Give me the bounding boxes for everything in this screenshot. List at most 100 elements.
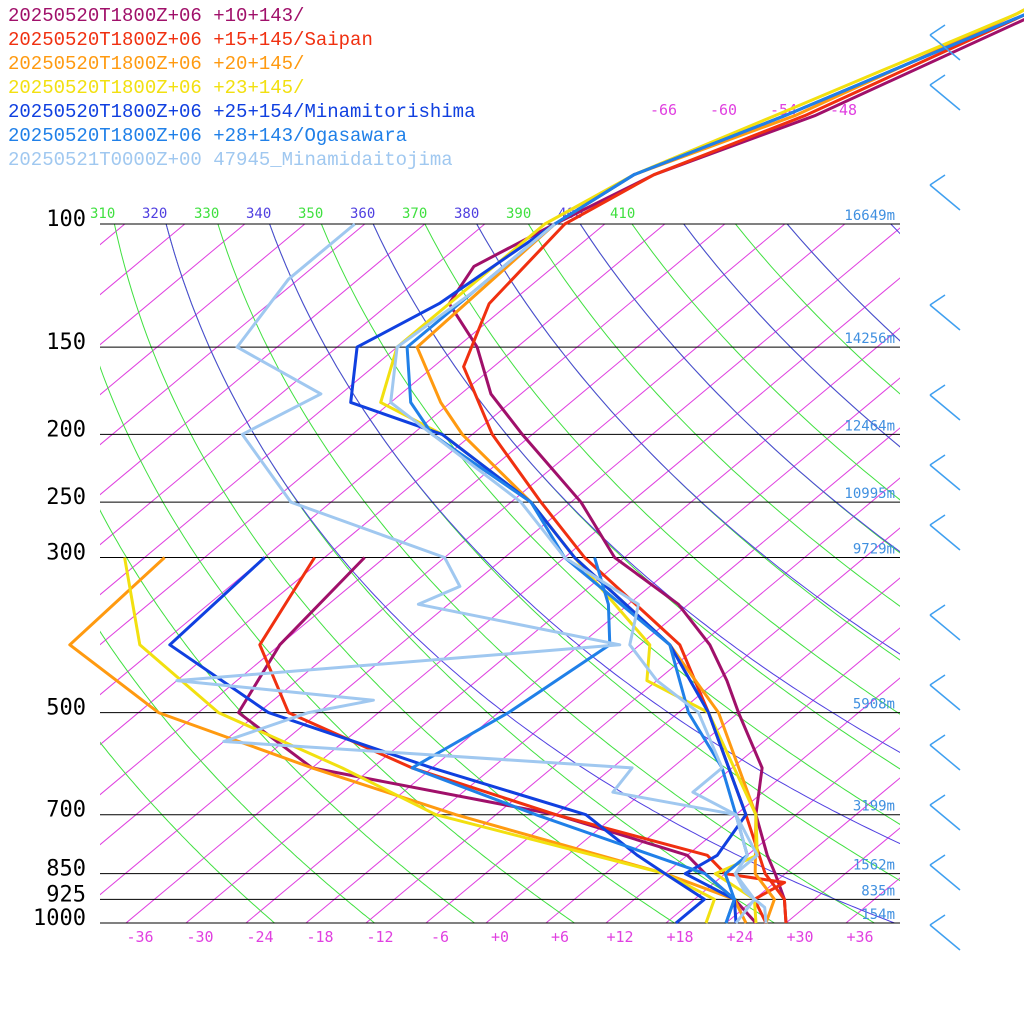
- x-tick-label: +36: [846, 928, 873, 946]
- pressure-label: 700: [46, 798, 86, 823]
- dry-adiabat: [100, 630, 376, 923]
- x-tick-label: +24: [726, 928, 753, 946]
- isotherm-line: [100, 224, 186, 296]
- isotherm-line: [100, 224, 306, 396]
- dewpoint-line: [168, 556, 706, 925]
- isotherm-line: [966, 224, 1024, 923]
- legend-entry: 20250520T1800Z+06 +28+143/Ogasawara: [8, 125, 408, 147]
- legend-entry: 20250520T1800Z+06 +20+145/: [8, 53, 305, 75]
- wind-barb: [929, 674, 961, 711]
- dry-adiabat: [217, 224, 876, 923]
- dewpoint-line: [410, 557, 736, 924]
- x-tick-label: -6: [431, 928, 449, 946]
- height-label: 10995m: [844, 486, 895, 502]
- isotherm-line: [605, 677, 900, 923]
- isotherm-line: [305, 427, 900, 923]
- pressure-label: 150: [46, 330, 86, 355]
- isotherm-line: [125, 277, 900, 923]
- temperature-line: [447, 18, 1024, 924]
- isotherm-line: [725, 777, 900, 923]
- isotherm-line: [845, 877, 900, 923]
- dry-adiabat: [100, 365, 576, 923]
- isotherm-line: [425, 527, 900, 923]
- x-tick-label: +18: [666, 928, 693, 946]
- dry-adiabat: [320, 224, 900, 825]
- isotherm-line: [100, 224, 426, 496]
- axes: 100 16649m 150 14256m 200 12464m 250 10995m 300 9…: [33, 101, 900, 946]
- wind-barb: [929, 24, 961, 61]
- pressure-label: 1000: [33, 906, 86, 931]
- theta-label: 330: [194, 206, 219, 222]
- moist-adiabat: [372, 224, 900, 753]
- height-label: 154m: [861, 907, 895, 923]
- dry-adiabat: [527, 224, 900, 607]
- pressure-label: 925: [46, 882, 86, 907]
- pressure-label: 850: [46, 857, 86, 882]
- grid: [0, 224, 1024, 923]
- x-tick-label: -18: [306, 928, 333, 946]
- theta-label: 320: [142, 206, 167, 222]
- dry-adiabat: [372, 224, 900, 770]
- x-tick-label: -12: [366, 928, 393, 946]
- isotherm-line: [100, 224, 726, 746]
- legend-entry: 20250520T1800Z+06 +10+143/: [8, 5, 305, 27]
- theta-label: 370: [402, 206, 427, 222]
- x-tick-label: +30: [786, 928, 813, 946]
- isotherm-line: [100, 227, 900, 896]
- height-label: 14256m: [844, 331, 895, 347]
- theta-label: 390: [506, 206, 531, 222]
- height-label: 16649m: [844, 208, 895, 224]
- legend-entry: 20250520T1800Z+06 +23+145/: [8, 77, 305, 99]
- moist-adiabat: [786, 224, 900, 342]
- isotherm-line: [665, 727, 900, 923]
- isotherm-line: [100, 224, 786, 796]
- dewpoint-line: [123, 557, 716, 924]
- dewpoint-line: [68, 556, 748, 924]
- isotherm-line: [0, 224, 5, 923]
- wind-barb: [929, 74, 961, 111]
- dry-adiabat: [786, 224, 900, 342]
- isotherm-line: [100, 224, 486, 546]
- theta-label: 380: [454, 206, 479, 222]
- wind-barb: [929, 604, 961, 641]
- dry-adiabat: [424, 224, 900, 715]
- legend-entry: 20250520T1800Z+06 +15+145/Saipan: [8, 29, 373, 51]
- height-label: 835m: [861, 883, 895, 899]
- isotherm-line: [185, 327, 900, 923]
- moist-adiabat: [476, 224, 900, 655]
- wind-barb: [929, 854, 961, 891]
- x-tick-label: +0: [491, 928, 509, 946]
- dry-adiabat: [165, 224, 776, 923]
- isotherm-line: [100, 224, 846, 846]
- x-tick-label: +12: [606, 928, 633, 946]
- theta-label: 410: [610, 206, 635, 222]
- legend: 20250520T1800Z+06 +10+143/20250520T1800Z…: [8, 4, 475, 172]
- height-label: 1562m: [853, 858, 895, 874]
- x-tick-label: +6: [551, 928, 569, 946]
- theta-label: 360: [350, 206, 375, 222]
- isotherm-top-label: -66: [650, 101, 677, 119]
- dry-adiabat: [100, 509, 476, 923]
- isotherm-top-label: -60: [710, 101, 737, 119]
- legend-entry: 20250520T1800Z+06 +25+154/Minamitorishim…: [8, 101, 476, 123]
- pressure-label: 300: [46, 541, 86, 566]
- height-label: 5908m: [853, 697, 895, 713]
- pressure-label: 500: [46, 696, 86, 721]
- pressure-label: 250: [46, 485, 86, 510]
- legend-entry: 20250521T0000Z+00 47945_Minamidaitojima: [8, 149, 453, 171]
- isotherm-line: [100, 224, 246, 346]
- moist-adiabat: [165, 224, 896, 923]
- wind-barb: [929, 794, 961, 831]
- moist-adiabat: [890, 224, 900, 235]
- dry-adiabat: [100, 741, 276, 923]
- isotherm-line: [906, 224, 1024, 923]
- dewpoint-line: [175, 222, 759, 924]
- dry-adiabat: [269, 224, 900, 882]
- x-tick-label: -30: [186, 928, 213, 946]
- theta-label: 350: [298, 206, 323, 222]
- wind-barb: [929, 384, 961, 421]
- moist-adiabat: [579, 224, 900, 553]
- isotherm-line: [100, 224, 606, 646]
- isotherm-line: [785, 827, 900, 923]
